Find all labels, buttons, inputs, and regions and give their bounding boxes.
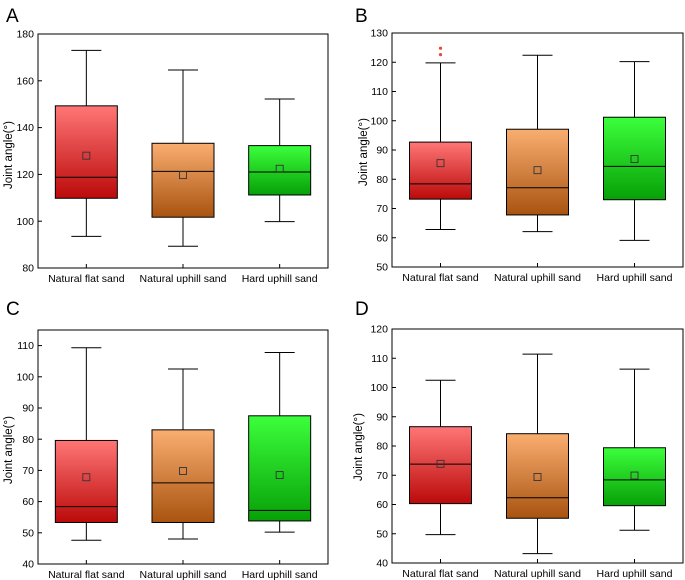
mean-marker — [82, 151, 91, 160]
y-tick-label: 120 — [370, 57, 388, 69]
y-tick-label: 70 — [376, 203, 388, 215]
panel-a-ylabel: Joint angle(°) — [3, 121, 15, 189]
box — [409, 426, 472, 505]
y-tick-label: 110 — [17, 340, 34, 352]
mean-marker — [436, 159, 445, 168]
box — [151, 142, 215, 218]
y-tick-label: 100 — [16, 371, 34, 383]
y-tick-label: 50 — [376, 528, 388, 540]
x-tick-label: Natural uphill sand — [140, 273, 227, 285]
y-tick-label: 160 — [16, 75, 34, 87]
x-tick-label: Natural uphill sand — [140, 569, 227, 580]
box — [603, 447, 666, 507]
x-tick-label: Hard uphill sand — [242, 569, 318, 580]
y-tick-label: 70 — [376, 470, 388, 482]
y-tick-label: 40 — [22, 559, 34, 571]
y-tick-label: 50 — [376, 262, 388, 274]
y-tick-label: 100 — [370, 382, 388, 394]
y-tick-label: 120 — [370, 324, 388, 336]
panel-b-ylabel: Joint angle(°) — [358, 118, 370, 186]
x-tick-label: Natural uphill sand — [494, 272, 581, 284]
panel-c-plot: 40 50 60 70 80 90 100 110 Natural flat sand Natur… — [16, 329, 329, 580]
mean-marker — [275, 471, 284, 480]
x-tick-label: Hard uphill sand — [242, 273, 318, 285]
panel-d-plot: 40 50 60 70 80 90 100 110 120 Natural flat sand Na… — [370, 324, 684, 580]
mean-marker — [533, 166, 542, 175]
outlier-point — [438, 46, 443, 50]
box — [409, 141, 472, 200]
panel-d-letter: D — [355, 299, 369, 320]
mean-marker — [179, 171, 187, 180]
y-tick-label: 90 — [376, 411, 388, 423]
y-tick-label: 60 — [376, 499, 388, 511]
mean-marker — [179, 467, 187, 475]
y-tick-label: 50 — [22, 527, 34, 539]
x-tick-label: Natural uphill sand — [494, 568, 581, 580]
box — [603, 116, 666, 201]
y-tick-label: 70 — [22, 465, 34, 477]
mean-marker — [630, 155, 639, 164]
x-tick-label: Natural flat sand — [402, 568, 479, 580]
mean-marker — [82, 473, 91, 482]
panel-d-ylabel: Joint angle(°) — [353, 413, 365, 481]
y-tick-label: 120 — [16, 169, 34, 181]
x-tick-label: Natural flat sand — [48, 569, 125, 580]
mean-marker — [436, 459, 445, 468]
box — [248, 415, 312, 522]
panel-b-letter: B — [355, 6, 368, 27]
panel-b-plot: 50 60 70 80 90 100 110 120 130 Natural flat sand N… — [370, 28, 684, 284]
mean-marker — [630, 471, 639, 480]
box — [54, 439, 118, 524]
x-tick-label: Natural flat sand — [48, 273, 125, 285]
x-tick-label: Hard uphill sand — [597, 272, 673, 284]
box — [506, 433, 569, 519]
outlier-point — [438, 53, 443, 57]
x-tick-label: Natural flat sand — [402, 272, 479, 284]
y-tick-label: 80 — [376, 441, 388, 453]
y-tick-label: 180 — [16, 29, 34, 41]
panel-b: B Joint angle(°) 50 60 70 80 90 100 110 120 130 N… — [355, 6, 684, 284]
panel-a-plot: 80 100 120 140 160 180 Natural flat sand Natura… — [16, 29, 329, 285]
panel-c-letter: C — [6, 299, 20, 320]
x-tick-label: Hard uphill sand — [597, 568, 673, 580]
y-tick-label: 40 — [376, 558, 388, 570]
y-tick-label: 130 — [370, 28, 388, 40]
y-tick-label: 100 — [370, 115, 388, 127]
y-tick-label: 140 — [16, 122, 34, 134]
y-tick-label: 60 — [376, 232, 388, 244]
y-tick-label: 110 — [371, 86, 388, 98]
panel-a-letter: A — [6, 6, 19, 27]
y-tick-label: 80 — [376, 174, 388, 186]
y-tick-label: 80 — [22, 263, 34, 275]
mean-marker — [533, 473, 542, 481]
y-tick-label: 90 — [376, 145, 388, 157]
panel-c-ylabel: Joint angle(°) — [3, 416, 15, 484]
y-tick-label: 60 — [22, 496, 34, 508]
panel-a: A Joint angle(°) 80 100 120 140 160 180 Natura… — [3, 6, 329, 285]
box — [506, 128, 569, 216]
mean-marker — [275, 164, 284, 173]
panel-d: D Joint angle(°) 40 50 60 70 80 90 100 110 120 Na… — [353, 299, 684, 580]
y-tick-label: 100 — [16, 216, 34, 228]
box — [151, 429, 215, 524]
y-tick-label: 110 — [371, 353, 388, 365]
y-tick-label: 90 — [22, 403, 34, 415]
y-tick-label: 80 — [22, 434, 34, 446]
panel-c: C Joint angle(°) 40 50 60 70 80 90 100 110 Natur… — [3, 299, 329, 580]
box — [248, 145, 312, 196]
